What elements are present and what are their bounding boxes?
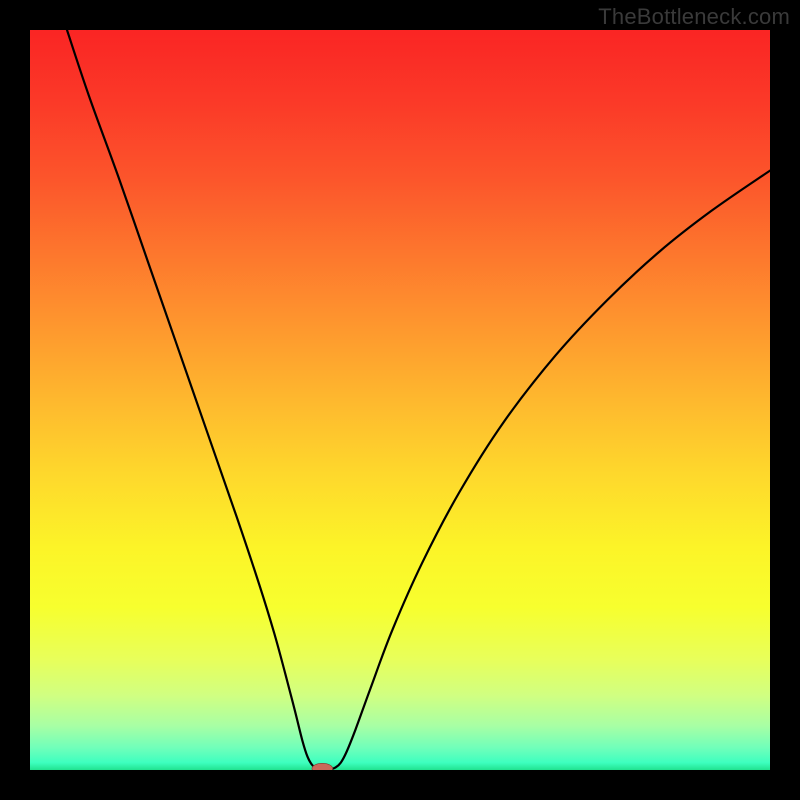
chart-background [30, 30, 770, 770]
bottleneck-chart [30, 30, 770, 770]
watermark-text: TheBottleneck.com [598, 4, 790, 30]
